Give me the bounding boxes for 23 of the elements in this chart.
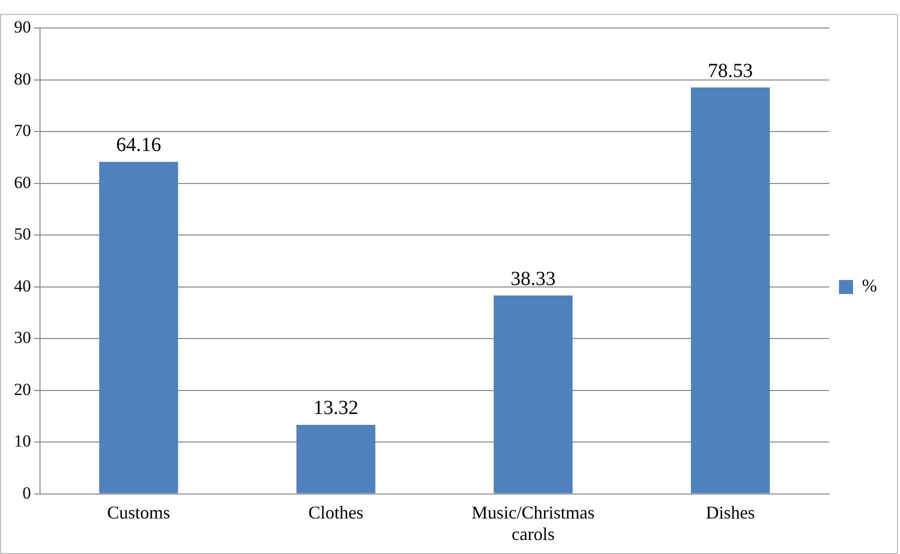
x-tick-label: Customs <box>107 502 170 522</box>
y-tick-label: 90 <box>14 18 31 37</box>
y-tick-label: 40 <box>14 276 31 296</box>
bar <box>296 424 376 494</box>
data-label: 38.33 <box>510 268 556 290</box>
data-label: 78.53 <box>708 60 753 82</box>
data-label: 13.32 <box>313 397 358 420</box>
x-tick-label: Music/Christmas carols <box>472 502 595 544</box>
y-tick-label: 80 <box>14 69 31 88</box>
x-tick-label: Dishes <box>706 502 755 522</box>
bar <box>690 88 770 494</box>
y-tick-label: 0 <box>22 483 31 502</box>
x-tick-label: Clothes <box>308 502 364 522</box>
y-tick-label: 60 <box>14 172 31 192</box>
y-tick-label: 30 <box>14 328 31 348</box>
bar <box>494 296 573 494</box>
y-tick-label: 50 <box>14 224 31 244</box>
y-tick-label: 70 <box>14 121 31 140</box>
y-tick-label: 10 <box>14 432 31 451</box>
y-tick-label: 20 <box>14 380 31 399</box>
legend-label: % <box>862 276 878 296</box>
bar <box>99 162 178 494</box>
data-label: 64.16 <box>116 134 162 156</box>
